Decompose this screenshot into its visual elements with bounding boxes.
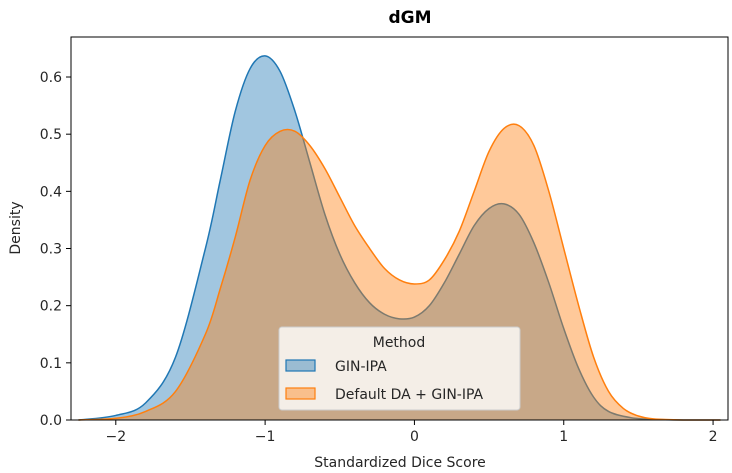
series-layer: [78, 55, 721, 421]
legend-title: Method: [373, 335, 426, 351]
x-tick-label: 2: [709, 429, 718, 445]
y-tick-label: 0.1: [40, 356, 62, 372]
chart-title: dGM: [388, 8, 431, 28]
legend-swatch-gin-ipa: [285, 359, 316, 372]
x-axis: −2 −1 0 1 2: [105, 420, 718, 445]
y-tick-label: 0.5: [40, 127, 62, 143]
x-axis-label: Standardized Dice Score: [314, 455, 486, 471]
y-tick-label: 0.4: [40, 184, 62, 200]
x-tick-label: −1: [255, 429, 276, 445]
legend-label-gin-ipa: GIN-IPA: [335, 359, 387, 375]
plot-area: [70, 36, 729, 421]
y-tick-label: 0.2: [40, 299, 62, 315]
density-line-gin-ipa: [78, 55, 721, 421]
density-area-default-da-gin-ipa: [78, 124, 721, 420]
legend-box: [278, 326, 521, 411]
legend-swatch-default-da-gin-ipa: [285, 387, 316, 400]
plot-frame: [70, 36, 729, 421]
density-area-gin-ipa: [78, 55, 721, 421]
x-tick-label: 0: [410, 429, 419, 445]
y-tick-label: 0.0: [40, 413, 62, 429]
legend: Method GIN-IPA Default DA + GIN-IPA: [278, 326, 521, 411]
density-line-default-da-gin-ipa: [78, 123, 721, 421]
legend-label-default-da-gin-ipa: Default DA + GIN-IPA: [335, 387, 484, 403]
x-tick-label: 1: [559, 429, 568, 445]
y-tick-label: 0.6: [40, 70, 62, 86]
y-tick-label: 0.3: [40, 242, 62, 258]
y-axis: 0.0 0.1 0.2 0.3 0.4 0.5 0.6: [40, 70, 71, 429]
x-tick-label: −2: [105, 429, 126, 445]
y-axis-label: Density: [8, 201, 24, 254]
